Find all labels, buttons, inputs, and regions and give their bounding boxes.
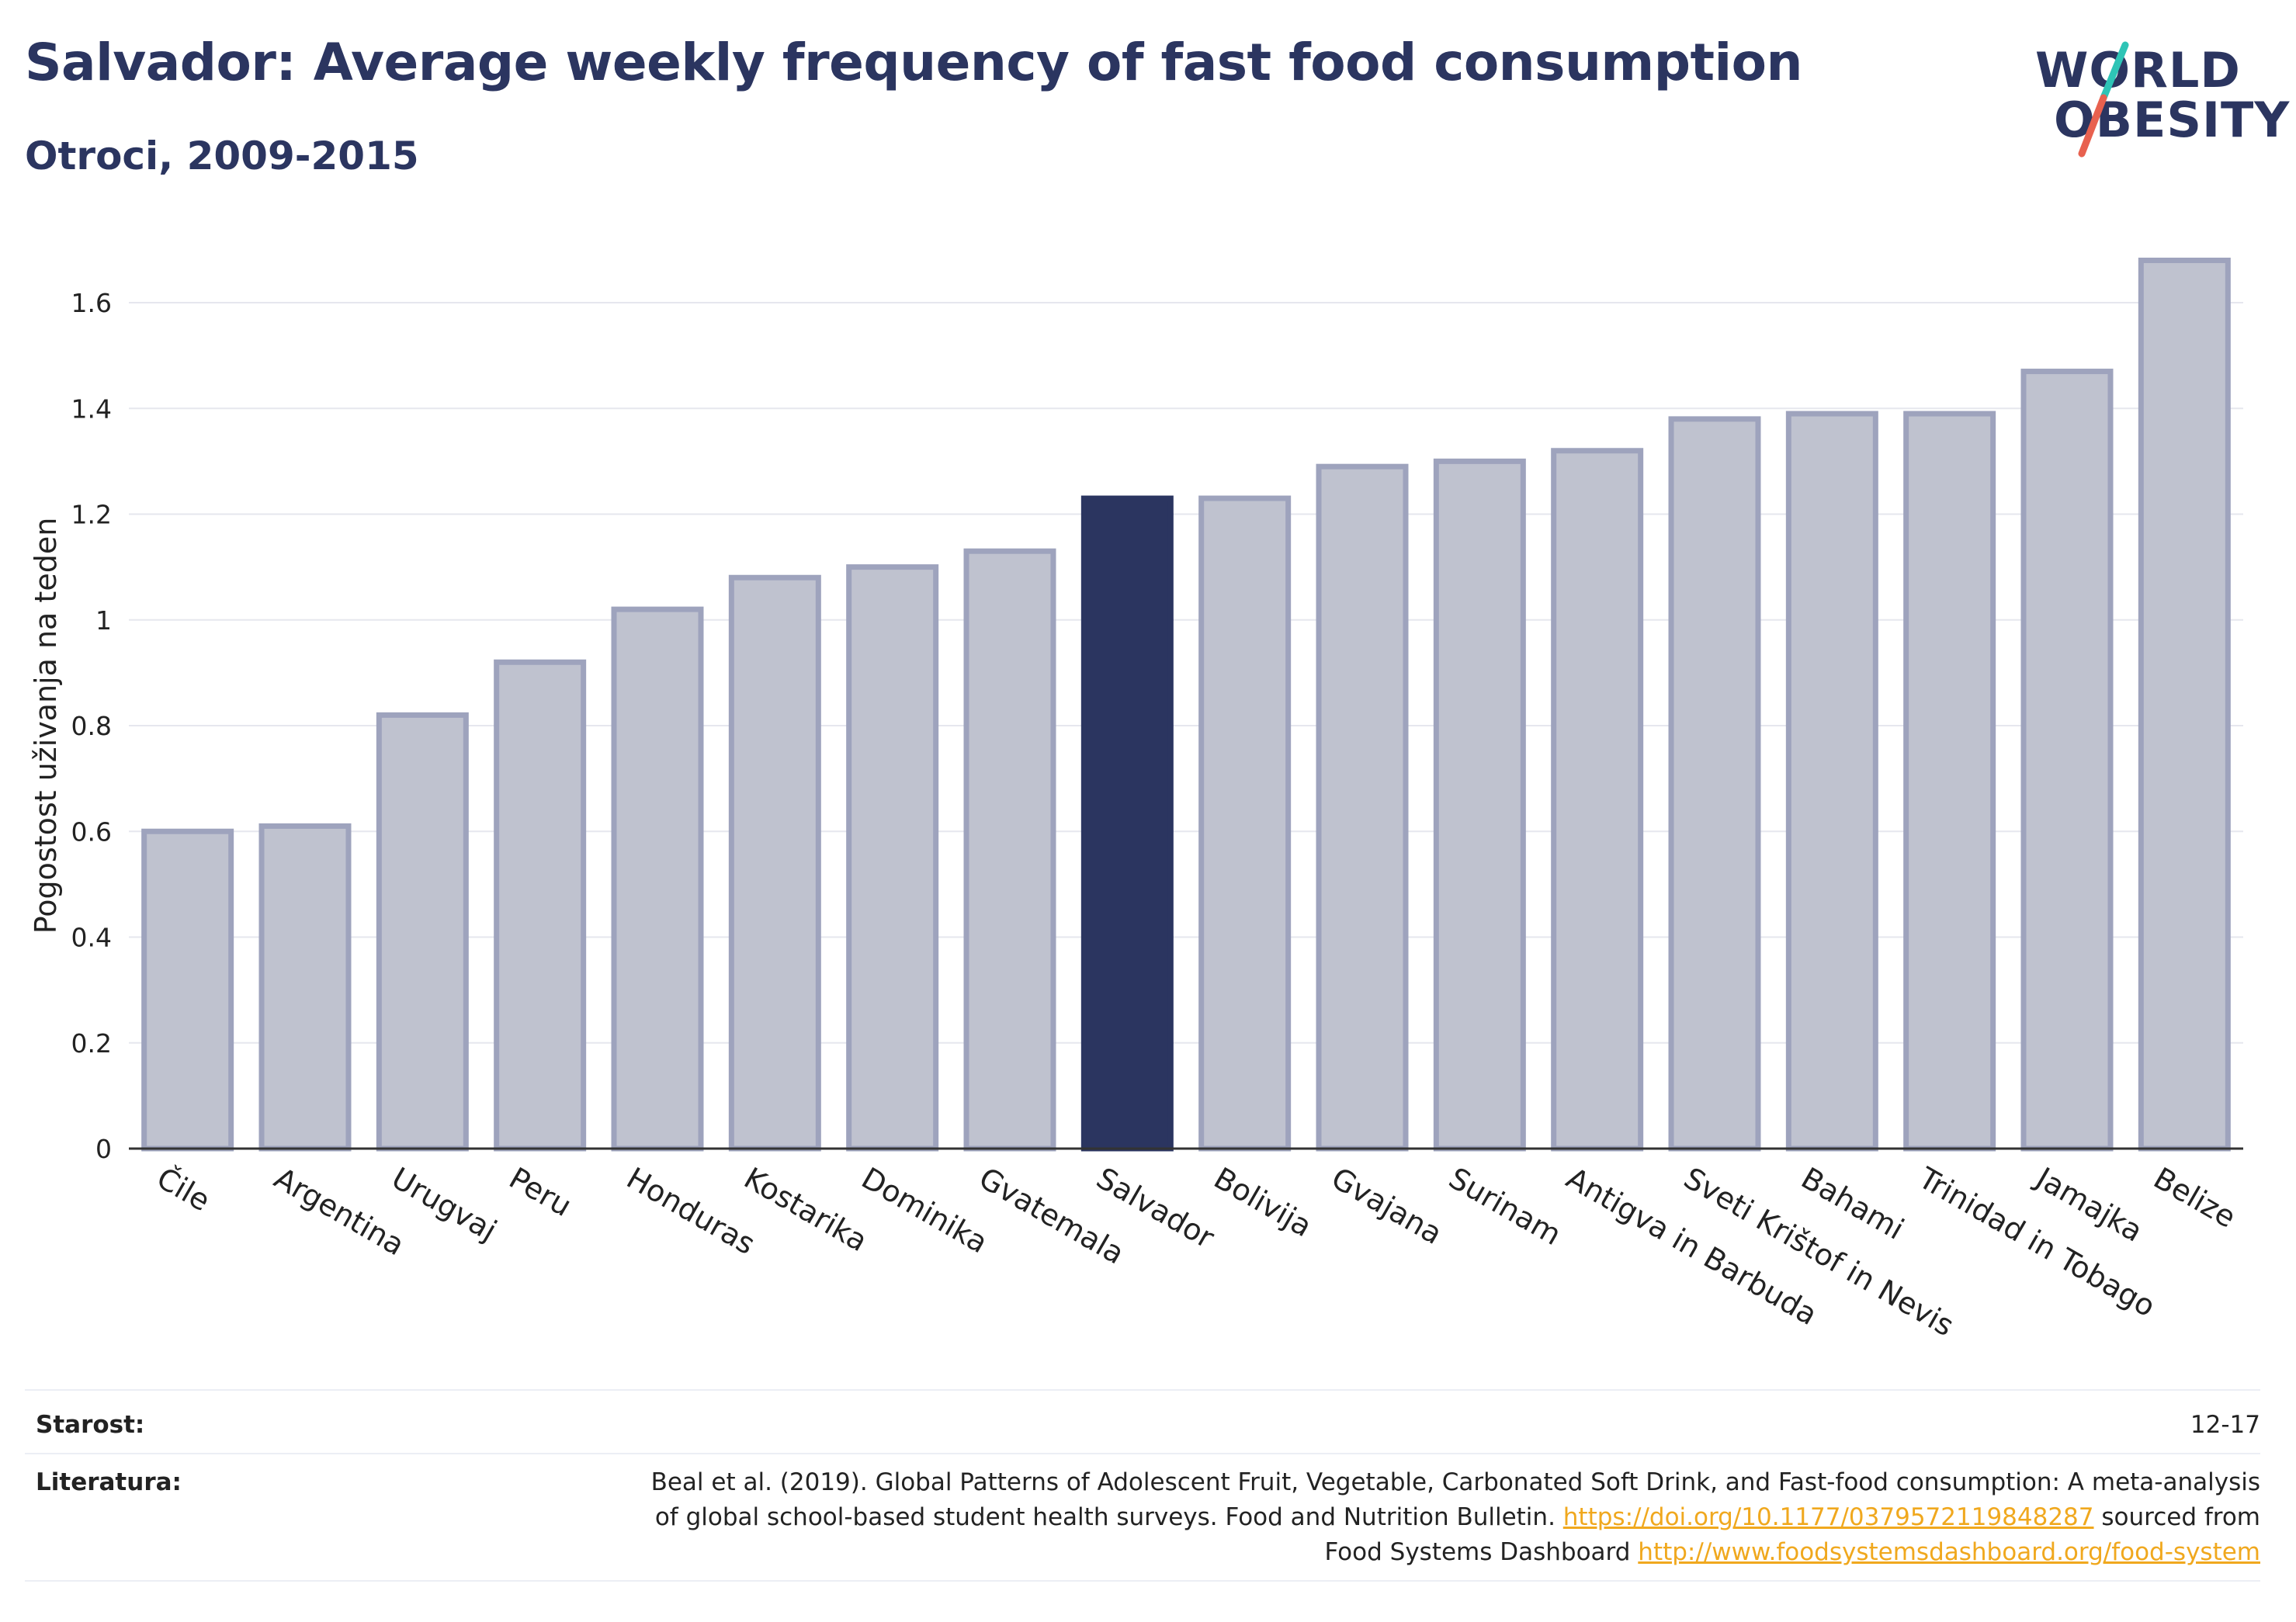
bar-16 [1903,411,1996,1152]
x-tick-label: Argentina [269,1161,411,1263]
y-tick-label: 1.6 [71,288,112,318]
footer-divider-middle [25,1453,2260,1454]
footer-reference-row: Literatura: Beal et al. (2019). Global P… [25,1465,2260,1582]
logo-line-1: WORLD [2035,42,2241,99]
bar-3 [376,712,469,1152]
x-tick-label: Gvajana [1326,1161,1448,1251]
bar-6 [728,574,821,1152]
bar-7 [846,564,939,1152]
world-obesity-logo: WORLD OBESITY [2026,37,2289,169]
age-value: 12-17 [2190,1411,2260,1439]
y-tick-label: 0.8 [71,711,112,741]
reference-line-2: of global school-based student health su… [651,1500,2260,1535]
bar-9 [1080,495,1174,1152]
reference-line-3-text: Food Systems Dashboard [1324,1538,1639,1566]
bar-2 [258,823,352,1152]
x-tick-label: Surinam [1443,1161,1567,1252]
reference-line-2-text: of global school-based student health su… [654,1503,1563,1531]
y-tick-label: 0 [95,1134,112,1164]
bar-5 [611,606,704,1152]
bar-14 [1668,416,1761,1152]
x-tick-label: Kostarika [738,1161,873,1259]
x-tick-label: Honduras [621,1161,761,1262]
reference-line-2-after: sourced from [2093,1503,2260,1531]
bar-1 [141,828,234,1152]
footer-age-row: Starost: 12-17 [25,1411,2260,1442]
footer-divider-top [25,1389,2260,1391]
reference-line-1: Beal et al. (2019). Global Patterns of A… [650,1468,2260,1496]
logo-slash-icon [2078,41,2129,158]
dashboard-link[interactable]: http://www.foodsystemsdashboard.org/food… [1638,1538,2260,1566]
reference-text: Beal et al. (2019). Global Patterns of A… [651,1465,2260,1570]
x-tick-label: Bolivija [1209,1161,1318,1244]
x-tick-label: Dominika [856,1161,994,1260]
y-axis-label: Pogostost uživanja na teden [29,518,63,934]
bar-8 [963,548,1056,1152]
bar-17 [2020,369,2114,1152]
doi-link[interactable]: https://doi.org/10.1177/0379572119848287 [1562,1503,2094,1531]
age-label: Starost: [36,1411,145,1439]
x-tick-label: Belize [2148,1161,2242,1235]
bar-18 [2138,258,2231,1152]
footer-divider-bottom [25,1580,2260,1582]
y-tick-label: 0.6 [71,816,112,847]
y-tick-label: 1.4 [71,393,112,424]
reference-label: Literatura: [36,1468,182,1496]
bar-chart: 0 0.2 0.4 0.6 0.8 1 1.2 1.4 1.6 Pogostost uživanj… [29,258,2243,1343]
y-tick-label: 1.2 [71,500,112,530]
x-tick-label: Peru [504,1161,577,1223]
y-tick-label: 1 [95,605,112,636]
bar-10 [1198,495,1292,1152]
reference-line-3: Food Systems Dashboard http://www.foodsy… [651,1535,2260,1570]
bar-12 [1433,458,1526,1152]
y-tick-label: 0.4 [71,923,112,953]
chart-title: Salvador: Average weekly frequency of fa… [25,33,1802,92]
x-tick-label: Čile [151,1161,217,1218]
chart-subtitle: Otroci, 2009-2015 [25,133,419,178]
bar-11 [1316,463,1409,1152]
y-tick-label: 0.2 [71,1028,112,1059]
bar-15 [1785,411,1878,1152]
bar-4 [494,659,587,1152]
bar-13 [1551,448,1644,1152]
